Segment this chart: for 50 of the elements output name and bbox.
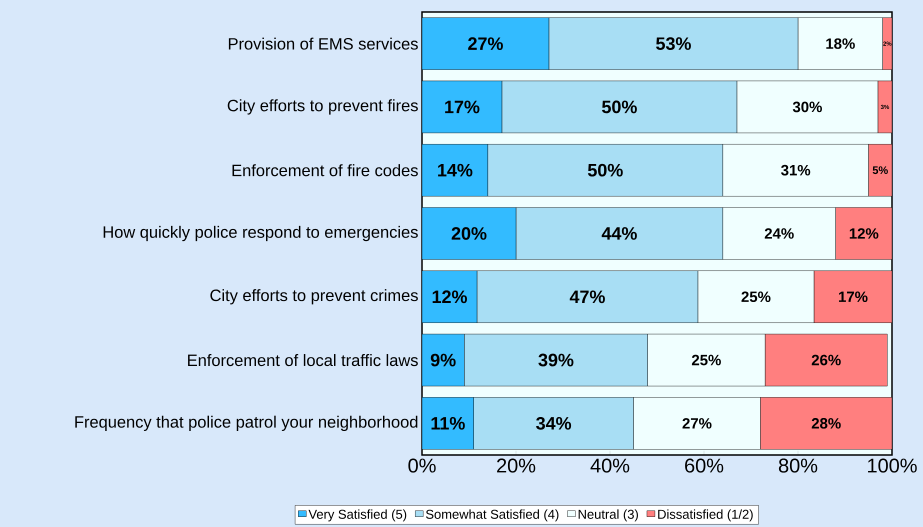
data-label: 25% [692, 354, 721, 366]
data-label: 11% [432, 417, 465, 430]
y-tick-label: How quickly police respond to emergencies [104, 226, 418, 242]
data-label: 17% [838, 292, 868, 302]
bar [422, 270, 478, 323]
data-label: 31% [781, 164, 810, 176]
y-tick-label: City efforts to prevent crimes [210, 289, 418, 304]
y-tick-label: Enforcement of local traffic laws [188, 354, 418, 366]
bar [422, 144, 488, 196]
bar [422, 397, 474, 450]
y-tick-label: Enforcement of fire codes [232, 164, 418, 176]
data-label: 20% [452, 227, 486, 240]
data-label: 9% [430, 354, 456, 366]
data-label: 27% [682, 418, 712, 429]
data-label: 39% [538, 354, 574, 366]
legend-label: Very Satisfied (5) [308, 509, 406, 522]
data-label: 34% [536, 416, 572, 430]
y-tick-label: Provision of EMS services [228, 38, 418, 50]
x-tick-label: 100% [868, 458, 917, 473]
data-label: 24% [764, 228, 794, 239]
data-label: 12% [432, 290, 467, 304]
data-label: 50% [602, 100, 637, 114]
bar [422, 207, 516, 260]
x-tick-label: 60% [685, 458, 724, 473]
data-label: 28% [812, 418, 841, 429]
legend-label: Somewhat Satisfied (4) [426, 509, 558, 522]
data-label: 26% [812, 354, 841, 366]
data-label: 12% [850, 228, 878, 239]
legend-label: Dissatisfied (1/2) [658, 509, 753, 522]
data-label: 53% [656, 37, 691, 50]
data-label: 47% [570, 290, 605, 304]
data-label: 17% [445, 100, 480, 114]
x-tick-label: 40% [590, 458, 630, 473]
data-label: 50% [588, 164, 623, 177]
legend-label: Neutral (3) [578, 509, 638, 522]
data-label: 44% [602, 227, 637, 240]
y-tick-label: City efforts to prevent fires [228, 99, 418, 115]
data-label: 18% [826, 38, 855, 49]
bar [422, 80, 502, 134]
data-label: 27% [468, 37, 503, 50]
y-tick-label: Frequency that police patrol your neighborhood [75, 416, 418, 432]
bar [422, 17, 550, 70]
bar [422, 334, 465, 386]
x-tick-label: 20% [497, 458, 536, 473]
data-label: 14% [438, 164, 472, 177]
data-label: 25% [742, 291, 770, 302]
data-label: 30% [792, 102, 822, 112]
x-tick-label: 0% [408, 458, 436, 473]
data-label: 5% [872, 166, 888, 174]
x-tick-label: 80% [778, 458, 818, 473]
